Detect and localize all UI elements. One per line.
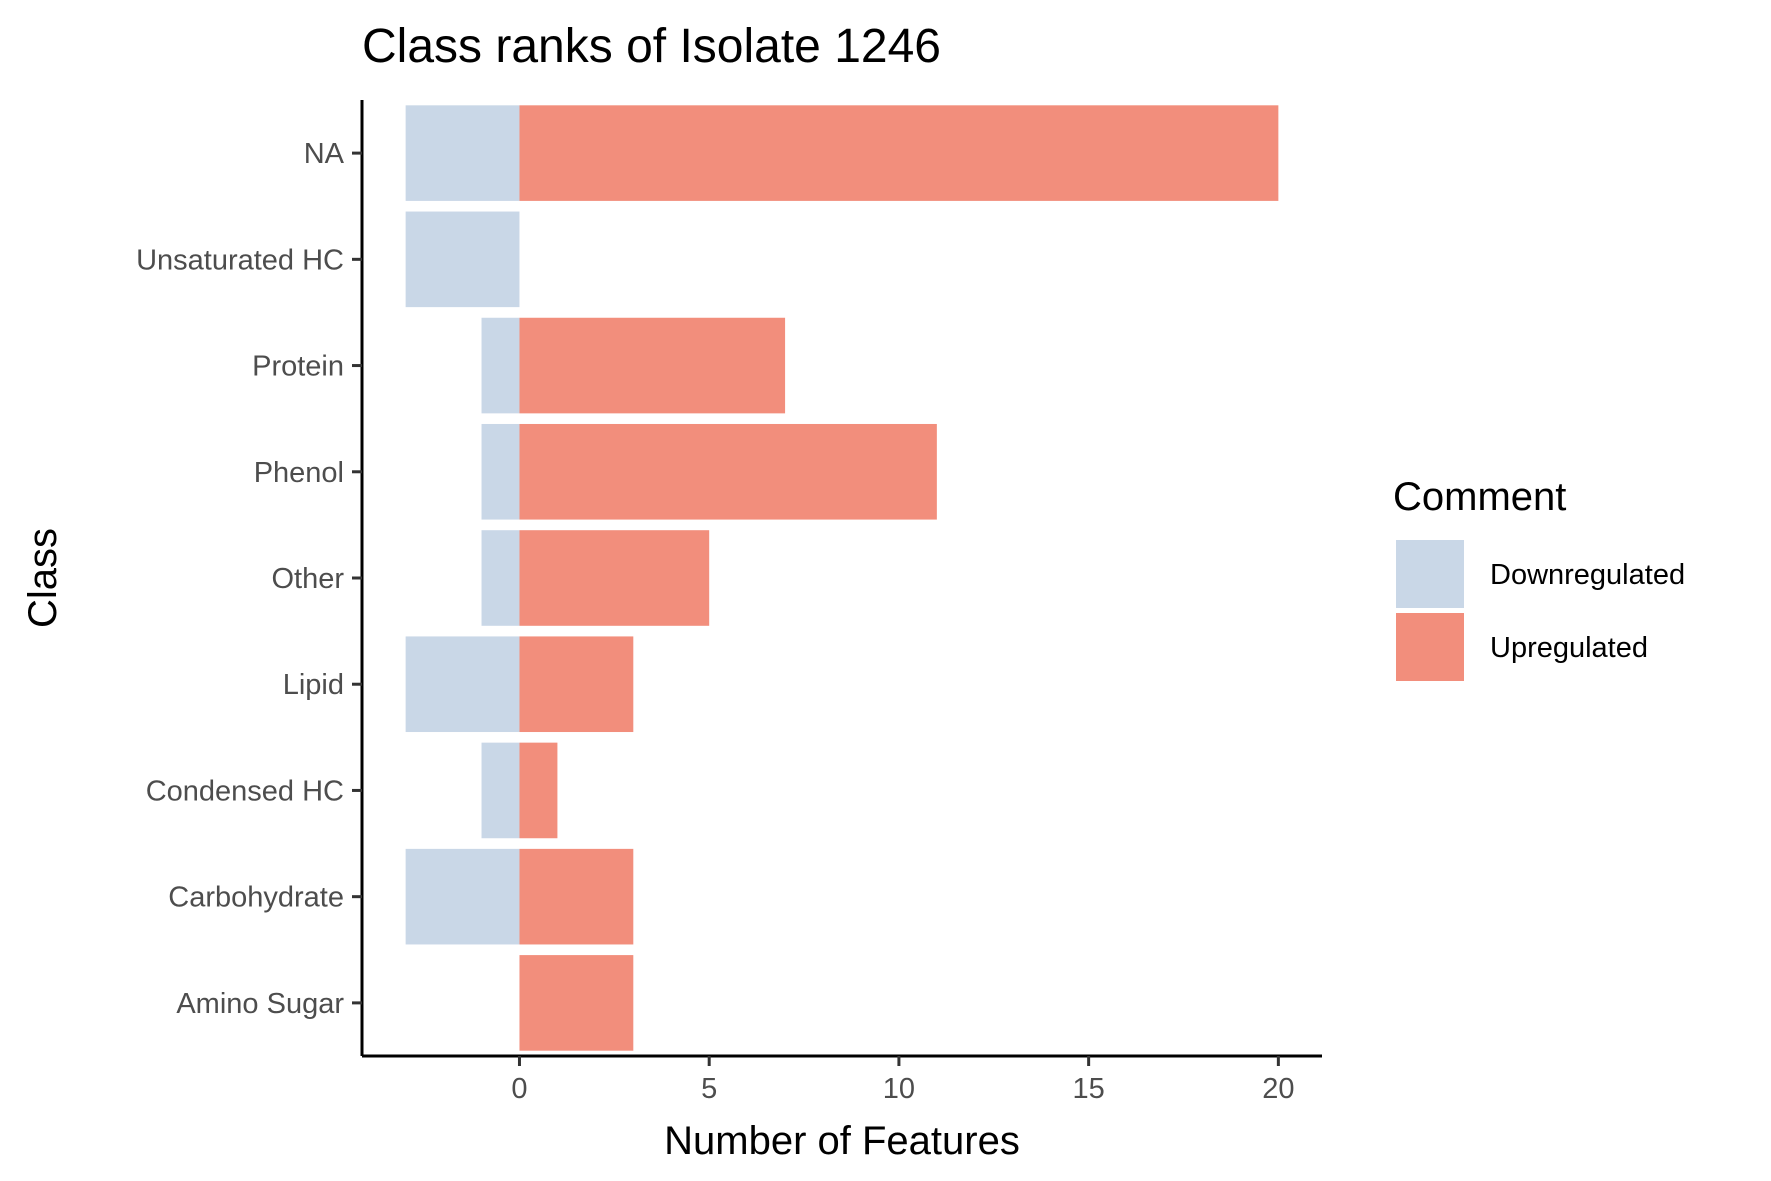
y-tick-label: Amino Sugar [176,988,344,1020]
legend-label-upregulated: Upregulated [1490,632,1648,664]
bar-downregulated-phenol [481,423,520,520]
y-tick-label: Lipid [283,669,344,701]
x-tick-label: 10 [883,1073,915,1105]
bar-upregulated-protein [519,317,786,414]
bar-downregulated-na [405,105,520,201]
bar-downregulated-unsaturated-hc [405,211,520,308]
legend-items: Downregulated Upregulated [1396,540,1685,681]
bar-downregulated-protein [481,317,520,414]
y-tick-label: Protein [252,351,344,383]
x-tick-label: 20 [1262,1073,1294,1105]
bar-downregulated-lipid [405,636,520,733]
legend-title: Comment [1393,475,1566,519]
y-tick-label: Other [271,563,344,595]
y-tick-label: Phenol [254,457,344,489]
bar-upregulated-na [519,105,1279,201]
chart-title: Class ranks of Isolate 1246 [362,20,941,73]
y-tick-label: Carbohydrate [168,882,344,914]
legend: Comment Downregulated Upregulated [1393,475,1685,681]
y-tick-label: Condensed HC [146,775,344,807]
y-tick-label: Unsaturated HC [136,244,344,276]
x-tick-label: 15 [1073,1073,1105,1105]
x-tick-label: 0 [511,1073,527,1105]
y-axis-title: Class [21,528,65,628]
bar-upregulated-carbohydrate [519,848,634,945]
bar-downregulated-other [481,530,520,626]
legend-key-downregulated [1396,540,1464,608]
bar-downregulated-carbohydrate [405,848,520,945]
x-axis-title: Number of Features [664,1119,1020,1163]
x-tick-label: 5 [701,1073,717,1105]
bar-upregulated-lipid [519,636,634,733]
bar-upregulated-amino-sugar [519,955,634,1051]
bar-upregulated-other [519,530,710,626]
bars-layer [405,105,1279,1051]
legend-label-downregulated: Downregulated [1490,559,1685,591]
y-tick-label: NA [304,138,345,170]
bar-downregulated-condensed-hc [481,742,520,839]
x-ticks: 0 5 10 15 20 [511,1056,1294,1105]
bar-upregulated-condensed-hc [519,742,558,839]
bar-upregulated-phenol [519,423,937,520]
y-ticks: Amino Sugar Carbohydrate Condensed HC Lipid… [136,138,362,1020]
legend-key-upregulated [1396,613,1464,681]
